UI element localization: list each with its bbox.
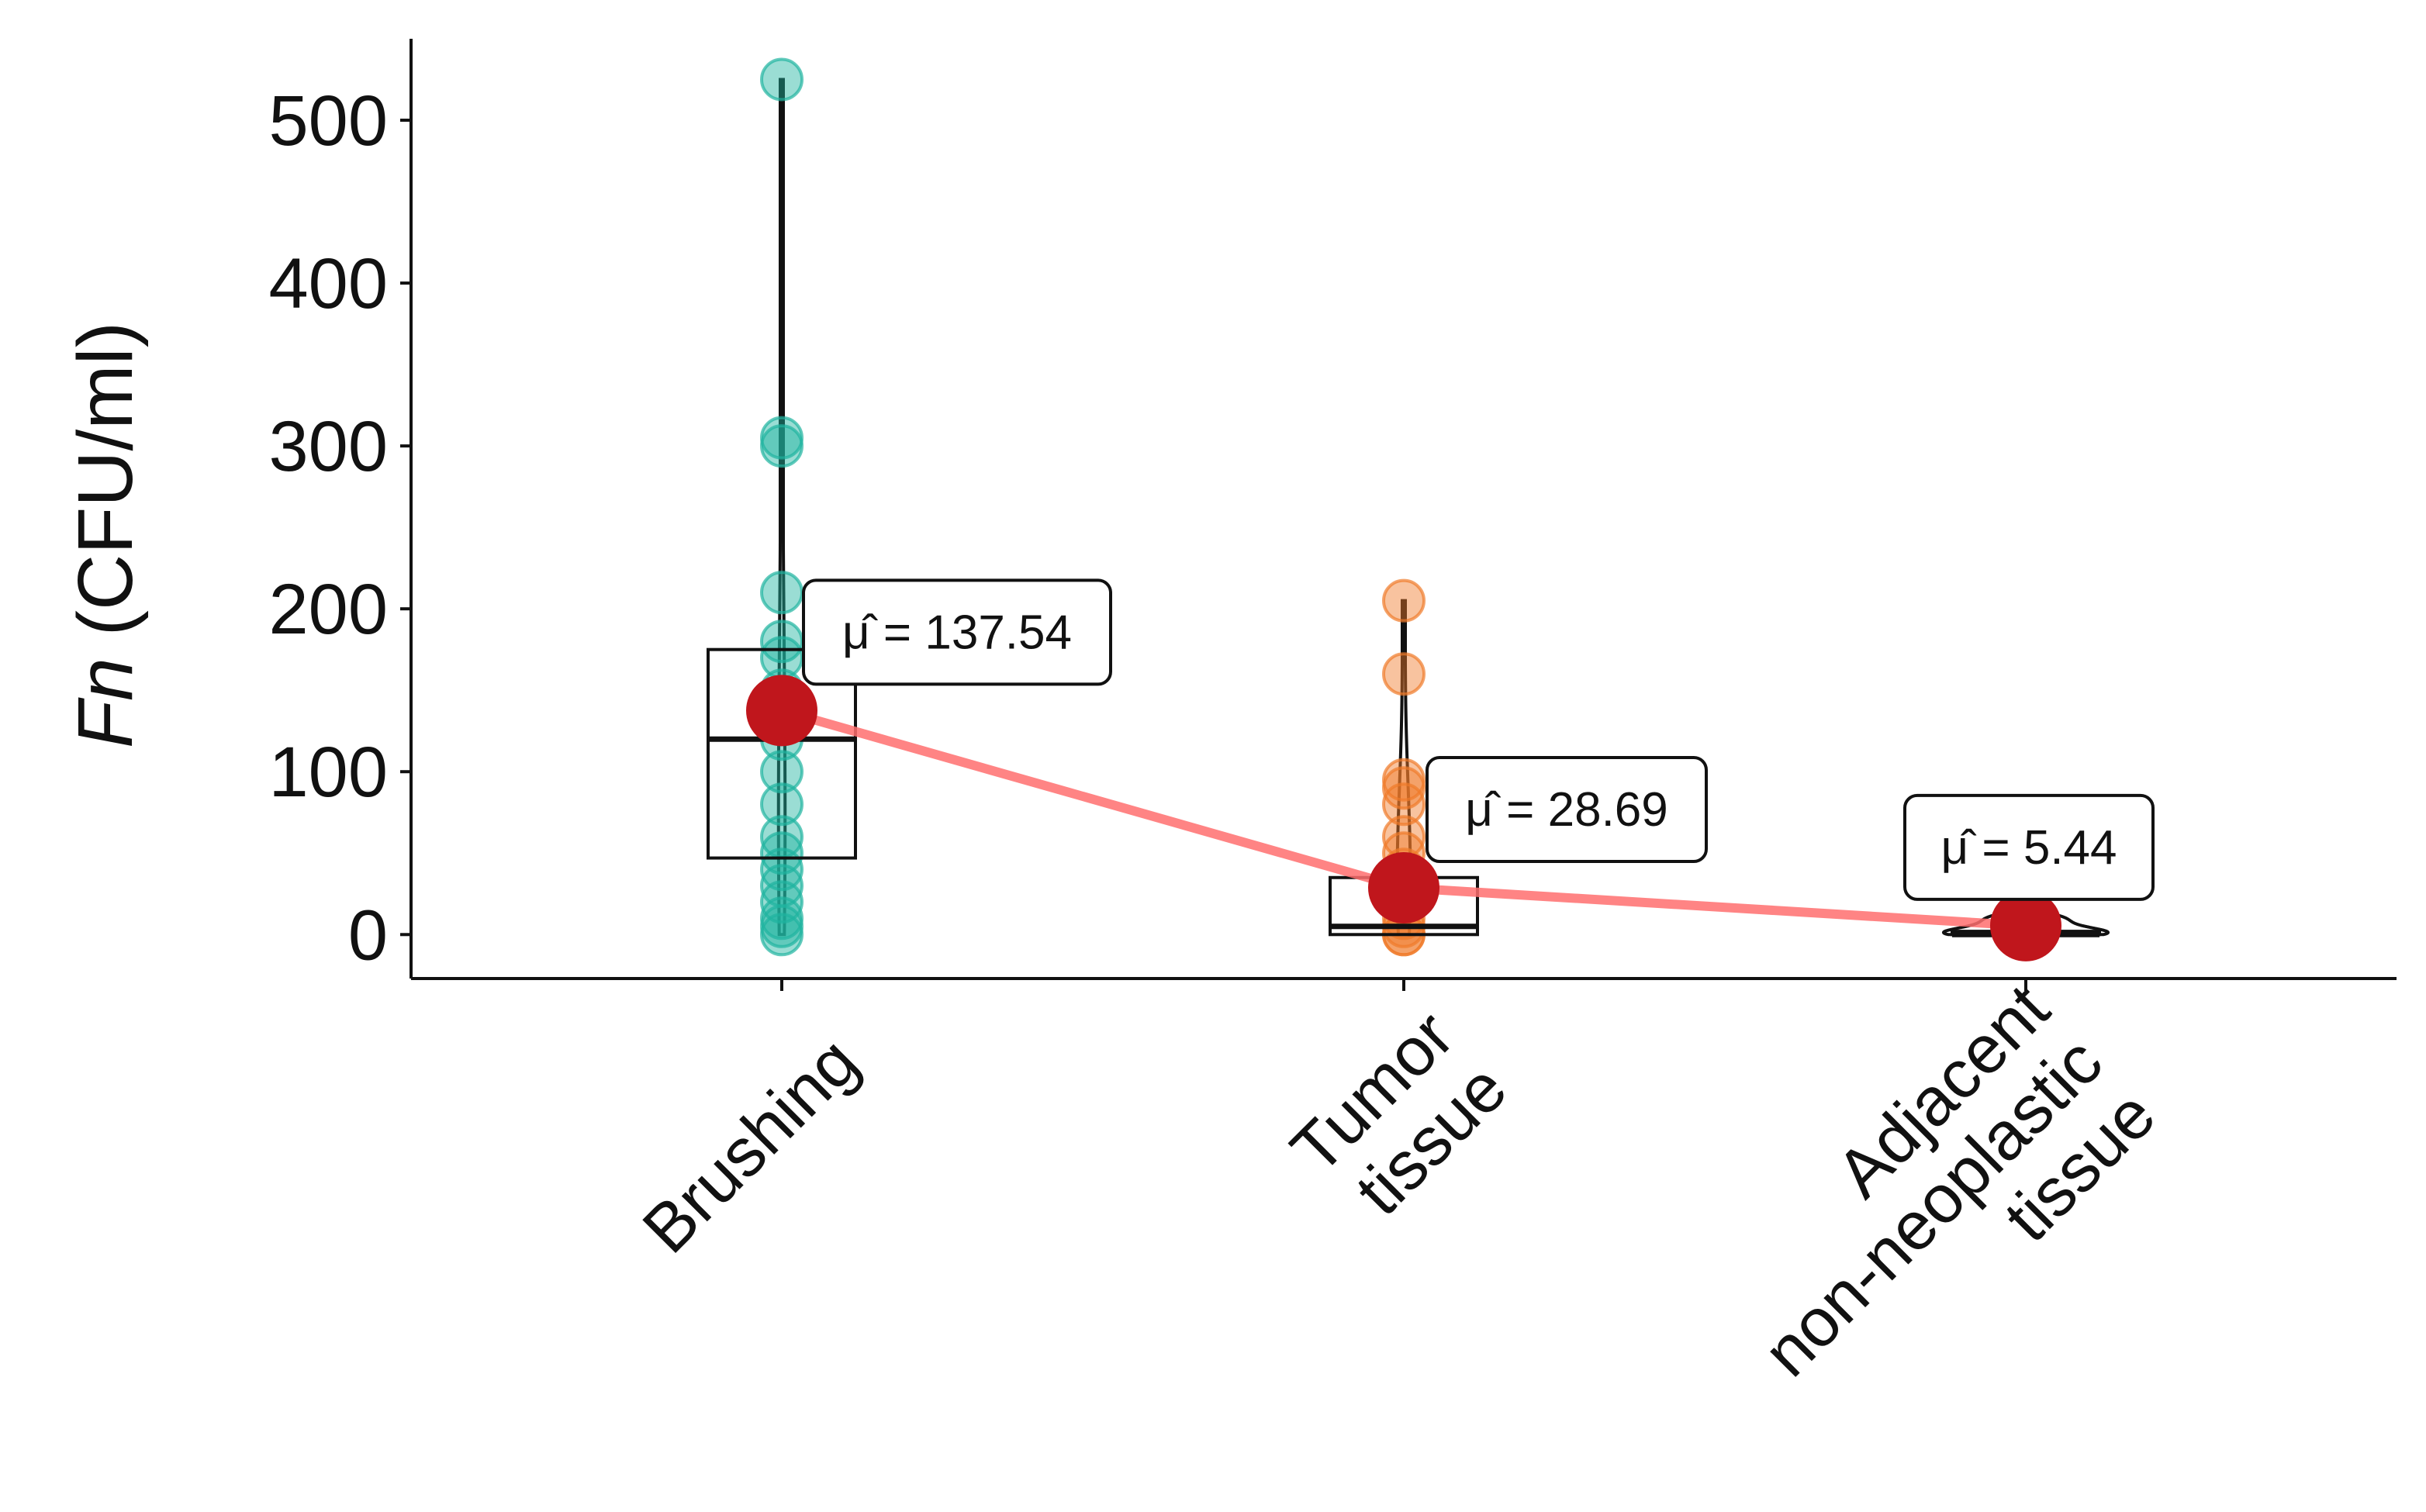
data-point: [1382, 782, 1426, 827]
data-point: [1382, 652, 1426, 696]
x-tick-label: Adjacentnon-neoplastictissue: [1695, 970, 2170, 1445]
mean-point: [746, 675, 817, 747]
y-tick-label: 300: [269, 407, 389, 486]
y-tick-label: 100: [269, 733, 389, 812]
data-point: [760, 424, 803, 468]
mean-point: [1990, 889, 2061, 961]
x-tick-label: Tumortissue: [1276, 996, 1521, 1241]
data-point: [1382, 766, 1426, 810]
x-tick-label: Brushing: [627, 1023, 873, 1268]
y-tick-label: 0: [348, 896, 388, 975]
y-label-italic: Fn: [62, 658, 149, 748]
mean-label-box: [1903, 793, 2155, 901]
mean-label: μ̂ = 28.69: [1465, 783, 1668, 837]
data-point: [760, 782, 803, 827]
y-tick-label: 400: [269, 244, 389, 323]
data-point: [760, 880, 803, 924]
x-tick-label-line: Brushing: [627, 1023, 873, 1268]
data-point: [1382, 578, 1426, 623]
box: [707, 647, 857, 860]
mean-label: μ̂ = 137.54: [842, 606, 1072, 659]
data-point: [760, 57, 803, 102]
mean-point: [1368, 852, 1439, 924]
data-point: [760, 913, 803, 957]
mean-label: μ̂ = 5.44: [1940, 821, 2117, 875]
y-tick-label: 500: [269, 81, 389, 161]
data-point: [760, 571, 803, 615]
y-label-text: (CFU/ml): [62, 322, 149, 636]
data-point: [760, 750, 803, 794]
data-point: [760, 831, 803, 875]
mean-label-box: [802, 578, 1112, 686]
y-axis-label: Fn (CFU/ml): [62, 322, 149, 748]
y-tick-label: 200: [269, 570, 389, 649]
mean-label-box: [1426, 756, 1708, 864]
